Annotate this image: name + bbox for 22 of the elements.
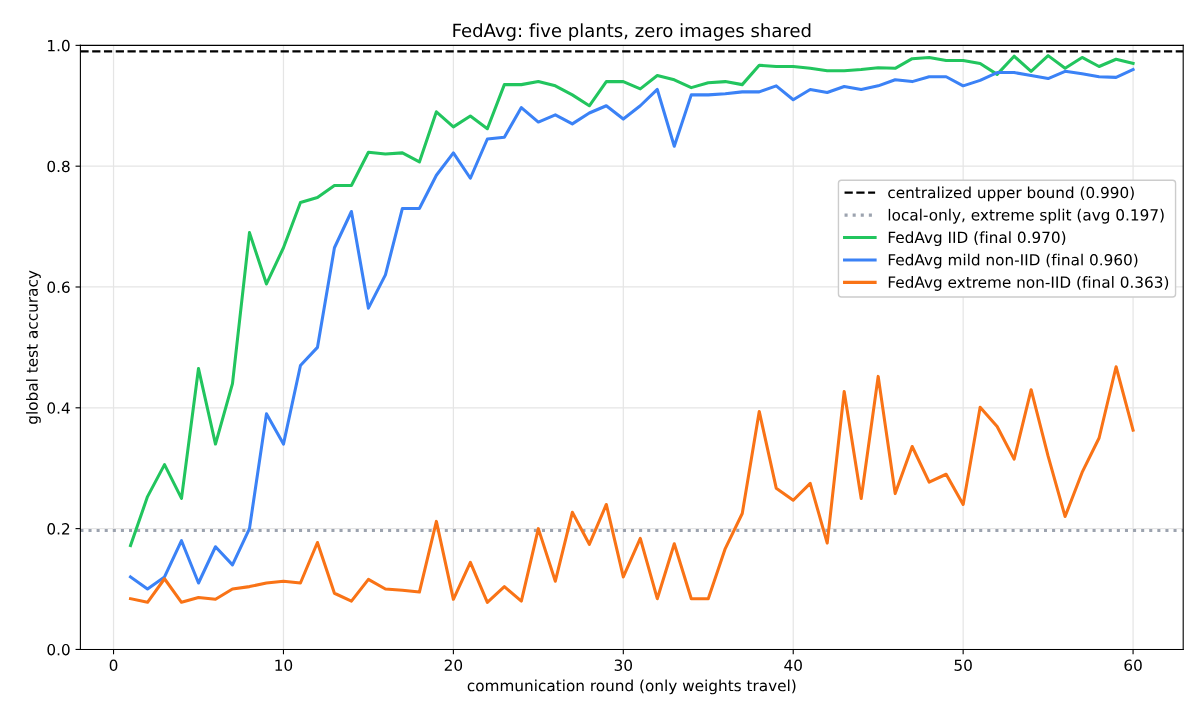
x-tick-label: 30 (614, 659, 633, 671)
y-tick-label: 1.0 (48, 39, 70, 52)
x-tick-label: 20 (444, 659, 463, 671)
legend-label: local-only, extreme split (avg 0.197) (888, 208, 1164, 224)
x-tick-label: 60 (1124, 659, 1142, 671)
chart-title: FedAvg: five plants, zero images shared (453, 23, 811, 41)
legend-label: centralized upper bound (0.990) (888, 186, 1134, 202)
y-tick-label: 0.4 (47, 402, 70, 414)
x-tick-label: 0 (109, 659, 118, 671)
legend-label: FedAvg extreme non-IID (final 0.363) (888, 276, 1169, 291)
y-tick-label: 0.0 (47, 643, 70, 656)
x-tick-label: 50 (954, 659, 972, 671)
y-axis-title: global test accuracy (26, 270, 41, 424)
x-tick-label: 40 (784, 659, 802, 671)
y-tick-label: 0.8 (47, 160, 70, 173)
y-tick-label: 0.6 (47, 281, 70, 294)
legend-label: FedAvg mild non-IID (final 0.960) (888, 253, 1138, 269)
y-tick-label: 0.2 (47, 523, 70, 535)
legend-label: FedAvg IID (final 0.970) (888, 231, 1066, 247)
x-axis-title: communication round (only weights travel) (467, 679, 796, 695)
x-tick-label: 10 (275, 659, 293, 671)
line-series (129, 365, 1135, 604)
